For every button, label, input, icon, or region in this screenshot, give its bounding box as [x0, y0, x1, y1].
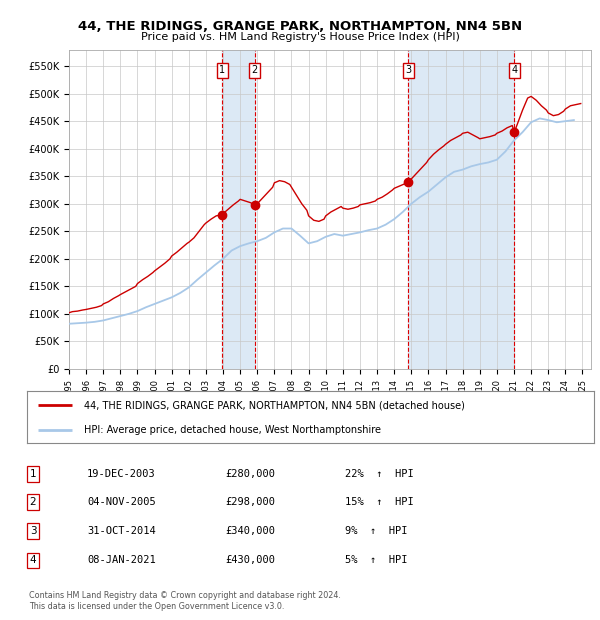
Text: 4: 4 — [511, 65, 517, 76]
Text: 44, THE RIDINGS, GRANGE PARK, NORTHAMPTON, NN4 5BN (detached house): 44, THE RIDINGS, GRANGE PARK, NORTHAMPTO… — [84, 401, 464, 410]
Text: 15%  ↑  HPI: 15% ↑ HPI — [345, 497, 414, 507]
Text: 5%  ↑  HPI: 5% ↑ HPI — [345, 556, 407, 565]
Text: 2: 2 — [251, 65, 257, 76]
Text: 3: 3 — [29, 526, 37, 536]
Text: 1: 1 — [219, 65, 226, 76]
Text: HPI: Average price, detached house, West Northamptonshire: HPI: Average price, detached house, West… — [84, 425, 381, 435]
Text: 04-NOV-2005: 04-NOV-2005 — [87, 497, 156, 507]
Text: 1: 1 — [29, 469, 37, 479]
Text: 44, THE RIDINGS, GRANGE PARK, NORTHAMPTON, NN4 5BN: 44, THE RIDINGS, GRANGE PARK, NORTHAMPTO… — [78, 20, 522, 33]
Text: 3: 3 — [406, 65, 412, 76]
Bar — [409, 50, 514, 369]
Text: 08-JAN-2021: 08-JAN-2021 — [87, 556, 156, 565]
Text: This data is licensed under the Open Government Licence v3.0.: This data is licensed under the Open Gov… — [29, 602, 284, 611]
Text: 9%  ↑  HPI: 9% ↑ HPI — [345, 526, 407, 536]
Text: £298,000: £298,000 — [225, 497, 275, 507]
Text: Contains HM Land Registry data © Crown copyright and database right 2024.: Contains HM Land Registry data © Crown c… — [29, 591, 341, 600]
Text: 19-DEC-2003: 19-DEC-2003 — [87, 469, 156, 479]
Text: Price paid vs. HM Land Registry's House Price Index (HPI): Price paid vs. HM Land Registry's House … — [140, 32, 460, 42]
Bar — [223, 50, 254, 369]
Text: £340,000: £340,000 — [225, 526, 275, 536]
Text: £280,000: £280,000 — [225, 469, 275, 479]
Text: 4: 4 — [29, 556, 37, 565]
Text: £430,000: £430,000 — [225, 556, 275, 565]
Text: 22%  ↑  HPI: 22% ↑ HPI — [345, 469, 414, 479]
Text: 2: 2 — [29, 497, 37, 507]
Text: 31-OCT-2014: 31-OCT-2014 — [87, 526, 156, 536]
